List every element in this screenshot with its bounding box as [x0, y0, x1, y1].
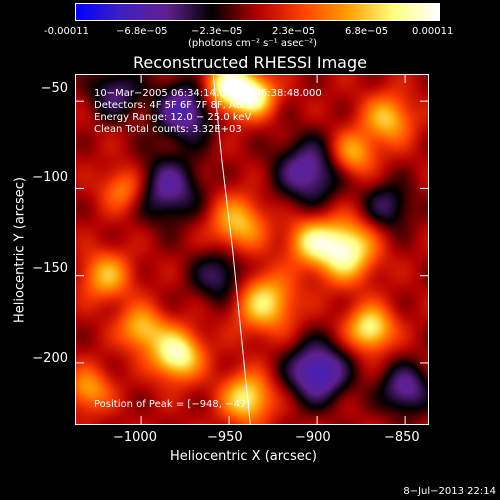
colorbar-tick-label: 0.00011 — [412, 26, 454, 37]
heatmap-image — [76, 75, 428, 424]
timestamp-footer: 8−Jul−2013 22:14 — [403, 486, 496, 497]
y-tick-label: −200 — [32, 351, 68, 366]
plot-overlay — [76, 75, 428, 424]
x-tick-label: −950 — [207, 430, 243, 445]
y-tick-label: −50 — [40, 81, 68, 96]
info-text-detectors: Detectors: 4F 5F 6F 7F 8F, Att 0 — [94, 100, 254, 111]
colorbar-tick-label: −2.3e−05 — [191, 26, 243, 37]
x-axis-label: Heliocentric X (arcsec) — [170, 449, 317, 464]
plot-area — [75, 74, 429, 425]
peak-position-label: Position of Peak = [−948, −47] — [94, 399, 251, 410]
x-tick-label: −850 — [384, 430, 420, 445]
colorbar-tick-label: −6.8e−05 — [116, 26, 168, 37]
y-tick-label: −150 — [32, 261, 68, 276]
colorbar-unit: (photons cm⁻² s⁻¹ asec⁻²) — [188, 38, 318, 49]
colorbar-tick-label: 2.3e−05 — [272, 26, 316, 37]
info-text-energy: Energy Range: 12.0 − 25.0 keV — [94, 112, 252, 123]
chart-title: Reconstructed RHESSI Image — [133, 53, 367, 72]
y-axis-label: Heliocentric Y (arcsec) — [12, 177, 28, 323]
colorbar-tick-label: -0.00011 — [44, 26, 89, 37]
y-tick-label: −100 — [32, 170, 68, 185]
x-tick-label: −1000 — [113, 430, 157, 445]
colorbar — [75, 3, 440, 21]
x-tick-label: −900 — [295, 430, 331, 445]
info-text-time: 10−Mar−2005 06:34:14.000 to 06:38:48.000 — [94, 88, 322, 99]
info-text-clean: Clean Total counts: 3.32E+03 — [94, 124, 242, 135]
colorbar-tick-label: 6.8e−05 — [345, 26, 389, 37]
solar-limb-line — [212, 75, 251, 424]
